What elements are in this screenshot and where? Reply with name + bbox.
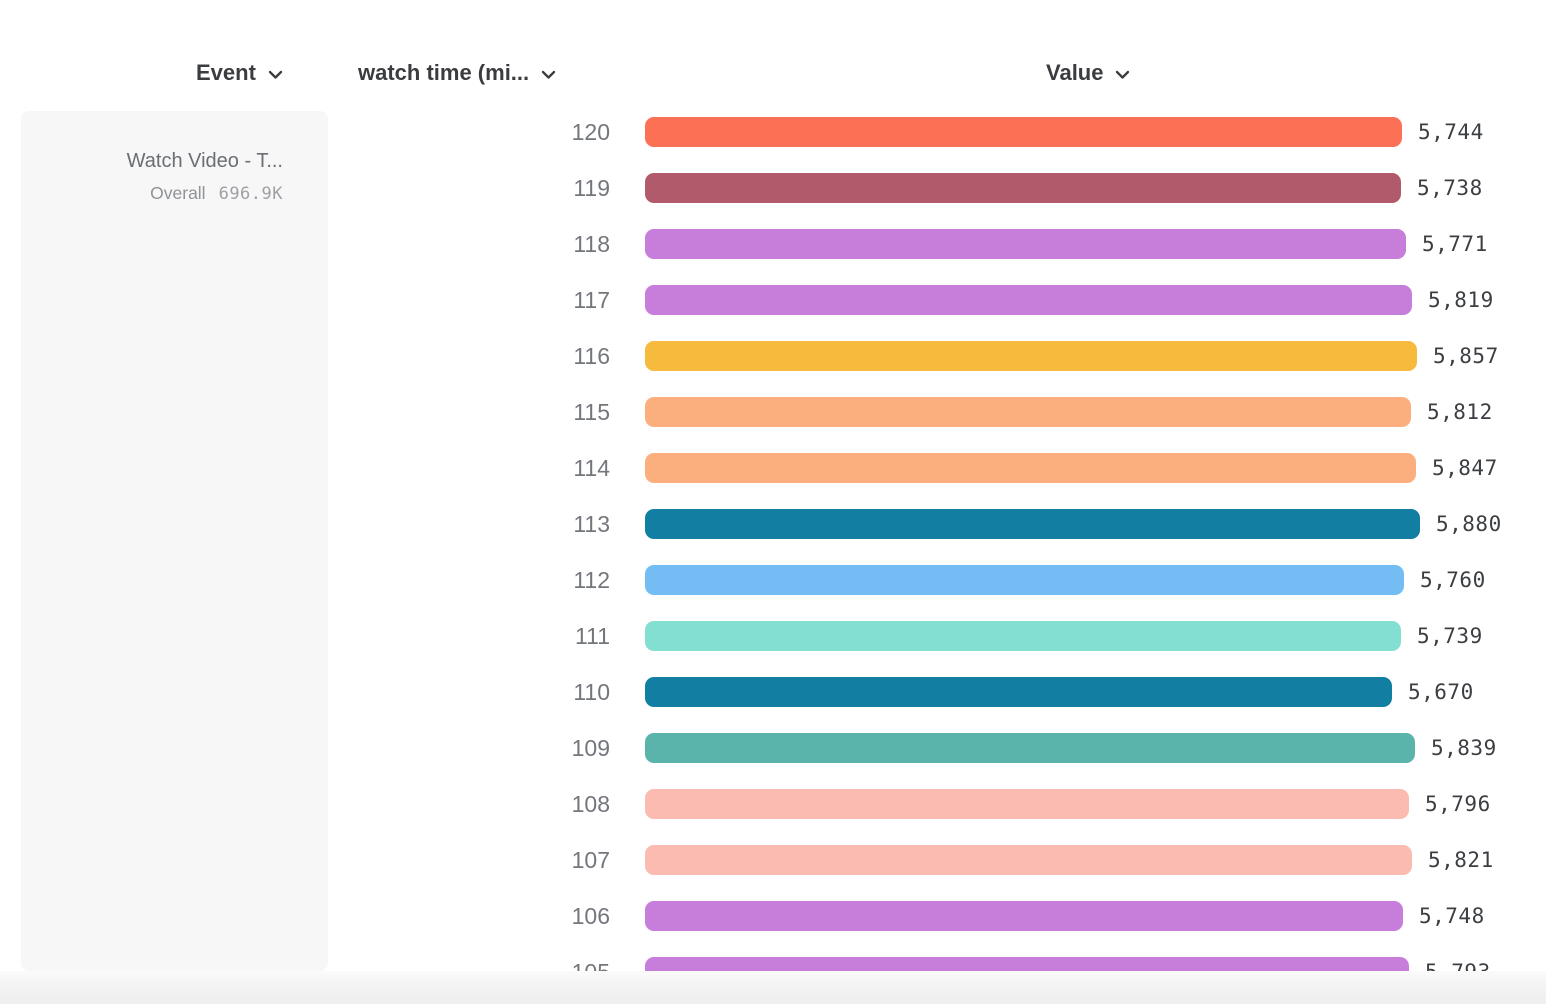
chevron-down-icon bbox=[542, 70, 556, 79]
bar-value-label: 5,819 bbox=[1428, 288, 1494, 312]
event-name: Watch Video - T... bbox=[126, 150, 283, 172]
bar[interactable] bbox=[645, 229, 1406, 259]
bar[interactable] bbox=[645, 453, 1416, 483]
bar[interactable] bbox=[645, 677, 1392, 707]
bar[interactable] bbox=[645, 285, 1412, 315]
chart-row: 115 5,812 bbox=[0, 384, 1546, 440]
chart-row: 116 5,857 bbox=[0, 328, 1546, 384]
overall-label: Overall bbox=[150, 183, 206, 203]
chevron-down-icon bbox=[1116, 70, 1130, 79]
category-label: 116 bbox=[573, 342, 610, 369]
category-label: 118 bbox=[573, 230, 610, 257]
bar[interactable] bbox=[645, 341, 1417, 371]
bar[interactable] bbox=[645, 901, 1403, 931]
bar[interactable] bbox=[645, 565, 1404, 595]
chart-row: 120 5,744 bbox=[0, 104, 1546, 160]
bar-value-label: 5,796 bbox=[1425, 792, 1491, 816]
bar-value-label: 5,821 bbox=[1428, 848, 1494, 872]
bar[interactable] bbox=[645, 173, 1401, 203]
chart-row: 111 5,739 bbox=[0, 608, 1546, 664]
bar-value-label: 5,738 bbox=[1417, 176, 1483, 200]
category-label: 106 bbox=[571, 902, 610, 929]
bar[interactable] bbox=[645, 509, 1420, 539]
event-card[interactable]: Watch Video - T... Overall 696.9K bbox=[21, 111, 328, 971]
column-header-value[interactable]: Value bbox=[1046, 58, 1130, 88]
bar-value-label: 5,880 bbox=[1436, 512, 1502, 536]
bar-value-label: 5,812 bbox=[1427, 400, 1493, 424]
bar-value-label: 5,760 bbox=[1420, 568, 1486, 592]
bar-value-label: 5,670 bbox=[1408, 680, 1474, 704]
bar-value-label: 5,857 bbox=[1433, 344, 1499, 368]
chart-row: 112 5,760 bbox=[0, 552, 1546, 608]
overall-value: 696.9K bbox=[218, 184, 283, 204]
chart-row: 109 5,839 bbox=[0, 720, 1546, 776]
category-label: 110 bbox=[573, 678, 610, 705]
chevron-down-icon bbox=[268, 70, 283, 79]
bar-value-label: 5,847 bbox=[1432, 456, 1498, 480]
category-label: 107 bbox=[571, 846, 610, 873]
bar[interactable] bbox=[645, 789, 1409, 819]
bar-value-label: 5,771 bbox=[1422, 232, 1488, 256]
bar-value-label: 5,839 bbox=[1431, 736, 1497, 760]
category-label: 119 bbox=[573, 174, 610, 201]
bar-value-label: 5,739 bbox=[1417, 624, 1483, 648]
chart-row: 106 5,748 bbox=[0, 888, 1546, 944]
column-header-watch-time[interactable]: watch time (mi... bbox=[358, 58, 556, 88]
chart-row: 107 5,821 bbox=[0, 832, 1546, 888]
chart-row: 110 5,670 bbox=[0, 664, 1546, 720]
category-label: 120 bbox=[571, 118, 610, 145]
chart-row: 114 5,847 bbox=[0, 440, 1546, 496]
column-header-event-label: Event bbox=[196, 60, 256, 85]
column-header-event[interactable]: Event bbox=[196, 58, 283, 88]
bar[interactable] bbox=[645, 397, 1411, 427]
chart-row: 108 5,796 bbox=[0, 776, 1546, 832]
chart-row: 118 5,771 bbox=[0, 216, 1546, 272]
bottom-scroll-edge bbox=[0, 971, 1546, 1004]
bar-value-label: 5,744 bbox=[1418, 120, 1484, 144]
column-header-watch-time-label: watch time (mi... bbox=[358, 60, 530, 85]
bar[interactable] bbox=[645, 117, 1402, 147]
chart-row: 119 5,738 bbox=[0, 160, 1546, 216]
category-label: 117 bbox=[573, 286, 610, 313]
column-header-value-label: Value bbox=[1046, 60, 1104, 85]
bar-value-label: 5,748 bbox=[1419, 904, 1485, 928]
category-label: 111 bbox=[575, 622, 610, 649]
chart-row: 117 5,819 bbox=[0, 272, 1546, 328]
category-label: 109 bbox=[571, 734, 610, 761]
chart-row: 113 5,880 bbox=[0, 496, 1546, 552]
overall-row: Overall 696.9K bbox=[21, 183, 328, 204]
category-label: 112 bbox=[573, 566, 610, 593]
category-label: 114 bbox=[573, 454, 610, 481]
bar[interactable] bbox=[645, 733, 1415, 763]
bar[interactable] bbox=[645, 845, 1412, 875]
bar[interactable] bbox=[645, 621, 1401, 651]
category-label: 108 bbox=[571, 790, 610, 817]
category-label: 115 bbox=[573, 398, 610, 425]
category-label: 113 bbox=[573, 510, 610, 537]
